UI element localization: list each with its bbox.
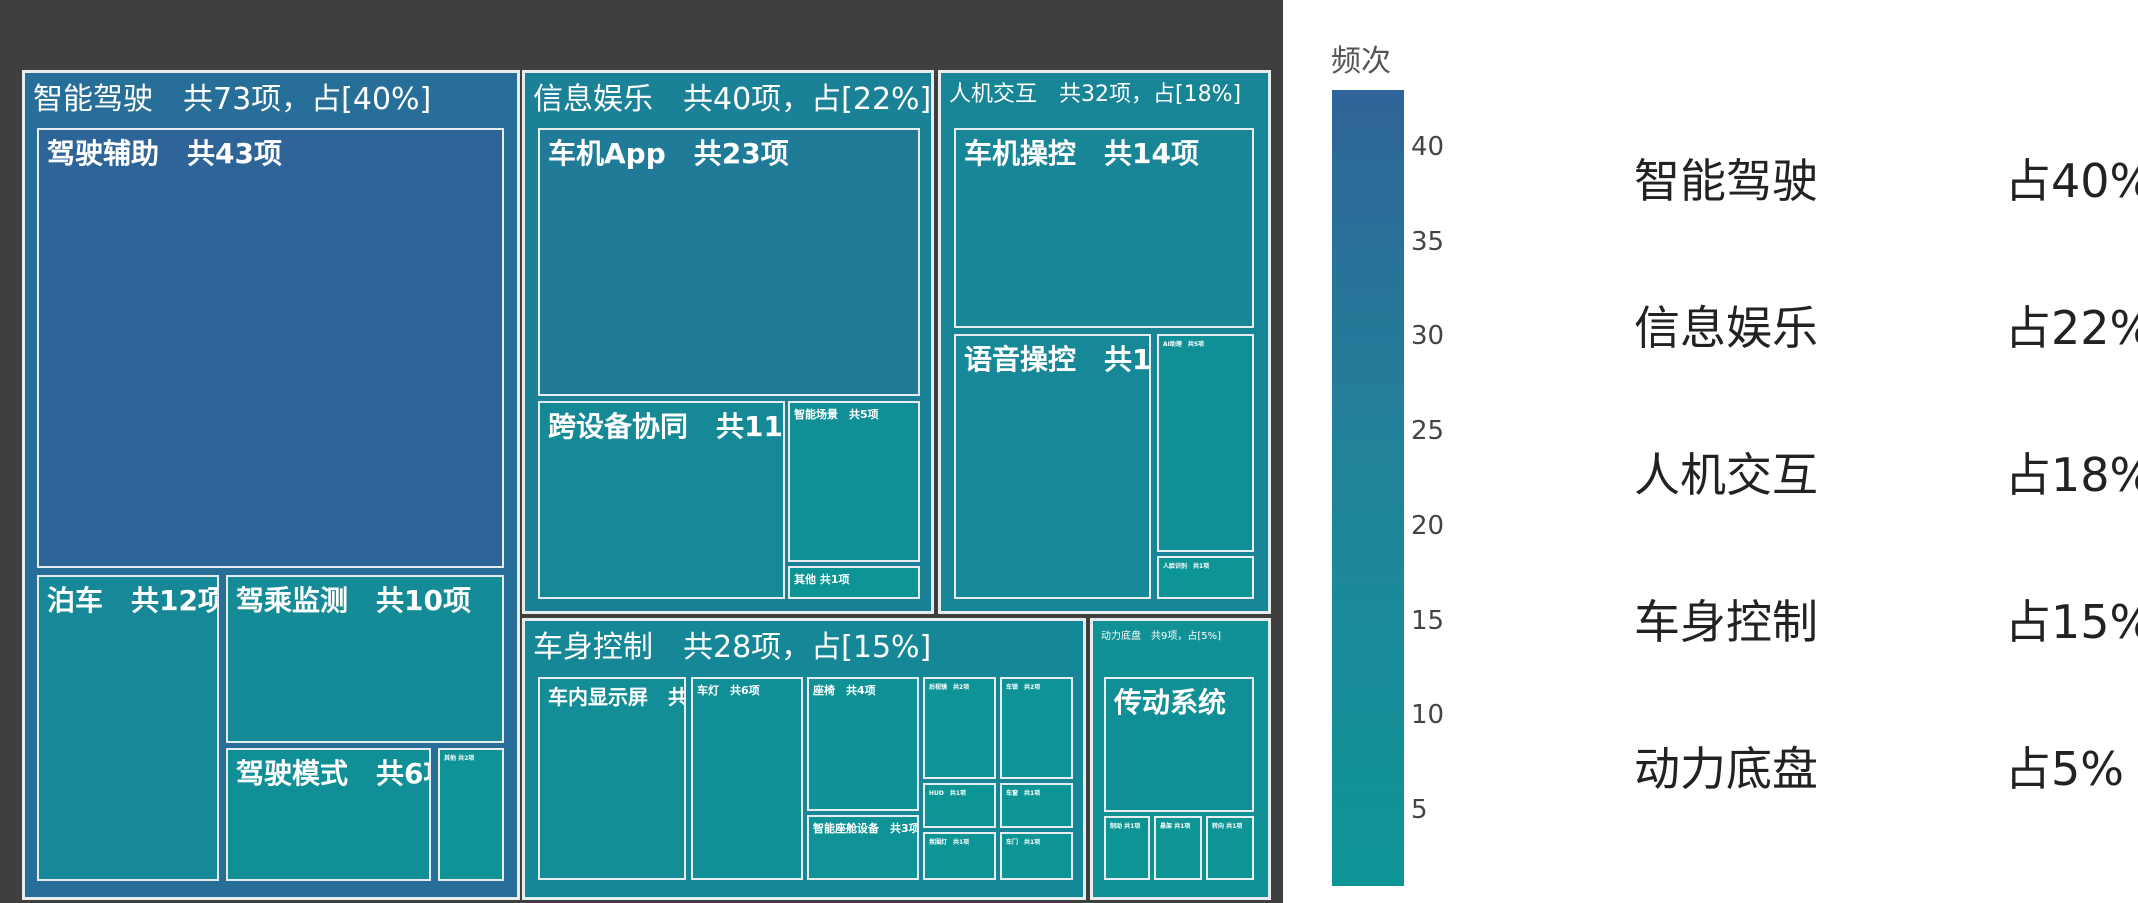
treemap-cell: 车内显示屏 共8项 [538, 677, 686, 880]
legend-category-share: 占18% [2005, 448, 2138, 502]
treemap-group-label: 动力底盘 共9项，占[5%] [1101, 631, 1222, 642]
colorbar-tick: 10 [1411, 700, 1445, 731]
treemap-cell: 座椅 共4项 [807, 677, 919, 811]
treemap-cell-label: 车灯 共6项 [697, 684, 760, 697]
treemap-cell-label: 车窗 共1项 [1006, 790, 1041, 797]
treemap-cell: 语音操控 共12项 [954, 334, 1151, 599]
treemap-cell: 驾驶模式 共6项 [226, 748, 431, 881]
treemap-group-label: 车身控制 共28项，占[15%] [533, 630, 932, 665]
treemap-cell-label: 车机操控 共14项 [964, 137, 1199, 170]
legend-category-share: 占15% [2005, 595, 2138, 649]
treemap-cell: 车门 共1项 [1000, 832, 1073, 880]
legend-category-name: 人机交互 [1634, 448, 1818, 502]
legend-category-name: 车身控制 [1634, 595, 1818, 649]
treemap-cell-label: 车锁 共2项 [1006, 684, 1041, 691]
treemap-cell-label: 座椅 共4项 [813, 684, 876, 697]
treemap-cell-label: HUD 共1项 [929, 790, 967, 797]
treemap-cell-label: 车机App 共23项 [548, 137, 789, 170]
treemap-cell-label: 驾驶辅助 共43项 [47, 137, 282, 170]
treemap-cell: 驾乘监测 共10项 [226, 575, 504, 743]
treemap-cell-label: 语音操控 共12项 [964, 343, 1151, 376]
treemap-cell: 车窗 共1项 [1000, 783, 1073, 828]
colorbar-tick: 30 [1411, 321, 1445, 352]
legend-category-share: 占22% [2005, 301, 2138, 355]
treemap-cell: 车锁 共2项 [1000, 677, 1073, 779]
treemap-cell: 车机操控 共14项 [954, 128, 1254, 328]
colorbar-tick: 20 [1411, 510, 1445, 541]
treemap-cell: 后视镜 共2项 [923, 677, 996, 779]
treemap-cell: 智能场景 共5项 [788, 401, 920, 562]
legend-category-name: 信息娱乐 [1634, 301, 1818, 355]
legend-category-name: 智能驾驶 [1634, 154, 1818, 208]
treemap-cell: 氛围灯 共1项 [923, 832, 996, 880]
treemap-cell-label: 其他 共2项 [444, 755, 475, 762]
treemap-cell: 跨设备协同 共11项 [538, 401, 785, 599]
treemap-cell: 泊车 共12项 [37, 575, 219, 881]
treemap-cell: 悬架 共1项 [1154, 816, 1202, 880]
treemap-cell: 其他 共1项 [788, 566, 920, 599]
treemap-cell-label: 泊车 共12项 [47, 584, 219, 617]
treemap-cell: 其他 共2项 [438, 748, 504, 881]
treemap-cell: 车机App 共23项 [538, 128, 920, 396]
colorbar-title: 频次 [1331, 44, 1391, 79]
colorbar-tick: 15 [1411, 605, 1445, 636]
treemap-cell-label: 悬架 共1项 [1160, 823, 1191, 830]
treemap-group-label: 人机交互 共32项，占[18%] [949, 82, 1242, 107]
colorbar-tick: 40 [1411, 131, 1445, 162]
legend-category-share: 占5% [2005, 742, 2124, 796]
treemap-cell-label: 跨设备协同 共11项 [548, 410, 785, 443]
treemap-cell-label: 人脸识别 共1项 [1163, 563, 1210, 570]
treemap: 智能驾驶 共73项，占[40%] 驾驶辅助 共43项 泊车 共12项 驾乘监测 共10… [0, 0, 1283, 903]
treemap-cell: 智能座舱设备 共3项 [807, 815, 919, 880]
treemap-cell-label: 驾乘监测 共10项 [236, 584, 471, 617]
treemap-group-label: 信息娱乐 共40项，占[22%] [533, 82, 932, 117]
treemap-cell-label: 车门 共1项 [1006, 839, 1041, 846]
colorbar [1332, 90, 1404, 886]
treemap-cell: 车灯 共6项 [691, 677, 803, 880]
legend-category-name: 动力底盘 [1634, 742, 1818, 796]
treemap-cell: 转向 共1项 [1206, 816, 1254, 880]
treemap-cell-label: 转向 共1项 [1212, 823, 1243, 830]
legend-category-share: 占40% [2005, 154, 2138, 208]
colorbar-tick: 25 [1411, 416, 1445, 447]
colorbar-tick: 5 [1411, 795, 1428, 826]
treemap-cell-label: 车内显示屏 共8项 [548, 685, 686, 709]
treemap-cell-label: 传动系统 共6项 [1114, 686, 1252, 719]
treemap-cell-label: 其他 共1项 [794, 573, 850, 586]
treemap-group-label: 智能驾驶 共73项，占[40%] [33, 82, 432, 117]
treemap-cell: AI助理 共5项 [1157, 334, 1254, 552]
treemap-cell-label: 后视镜 共2项 [929, 684, 970, 691]
treemap-cell: 驾驶辅助 共43项 [37, 128, 504, 568]
treemap-cell-label: 制动 共1项 [1110, 823, 1141, 830]
treemap-cell-label: 氛围灯 共1项 [929, 839, 970, 846]
colorbar-tick: 35 [1411, 226, 1445, 257]
treemap-cell-label: 驾驶模式 共6项 [236, 757, 431, 790]
treemap-cell: 人脸识别 共1项 [1157, 556, 1254, 599]
treemap-cell-label: 智能场景 共5项 [794, 408, 879, 421]
treemap-cell-label: AI助理 共5项 [1163, 341, 1205, 348]
treemap-cell: 制动 共1项 [1104, 816, 1150, 880]
treemap-cell: HUD 共1项 [923, 783, 996, 828]
treemap-cell: 传动系统 共6项 [1104, 677, 1254, 812]
treemap-cell-label: 智能座舱设备 共3项 [813, 822, 919, 835]
